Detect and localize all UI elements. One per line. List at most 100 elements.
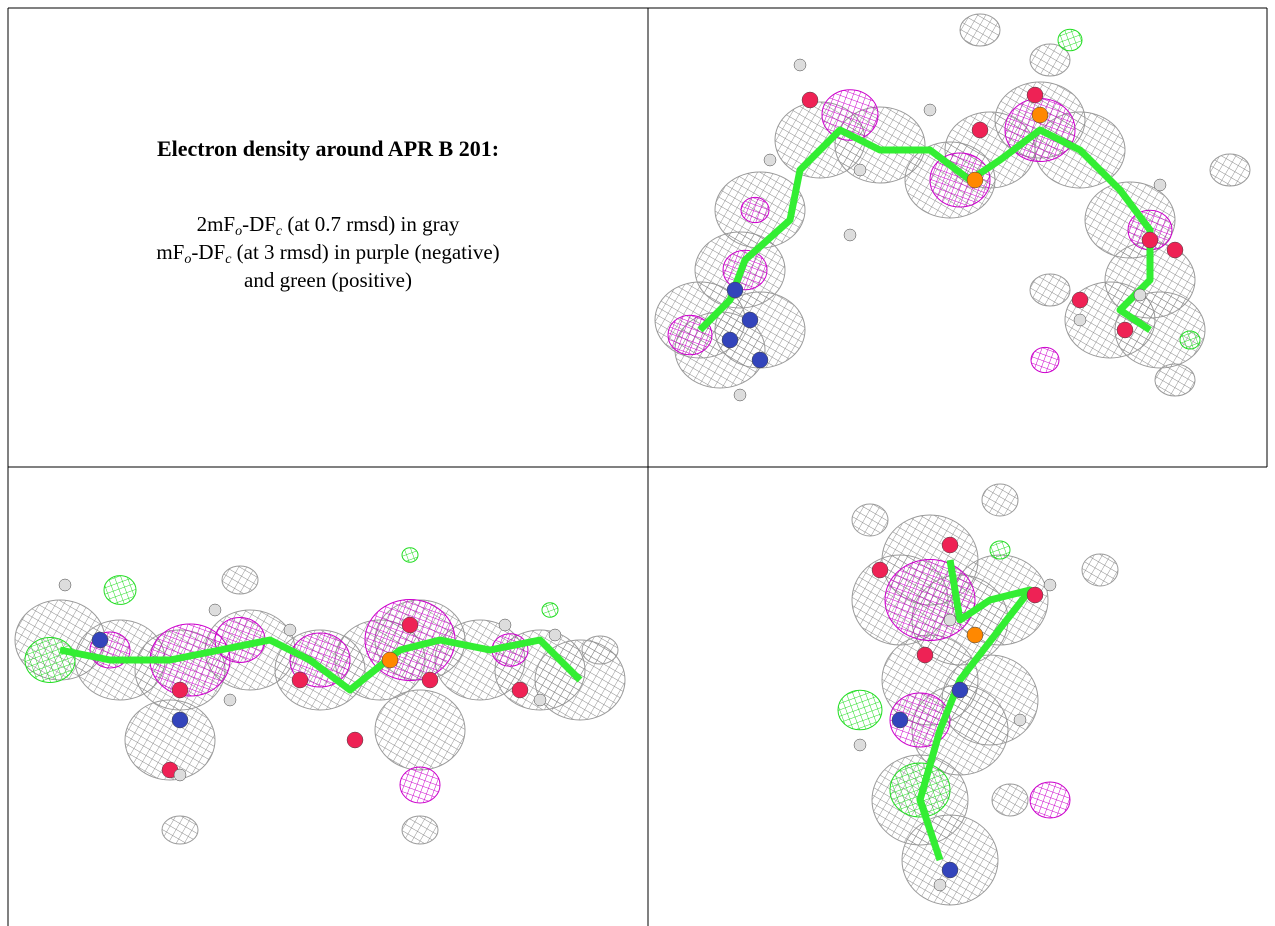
hydrogen (533, 693, 547, 707)
hydrogen (58, 578, 72, 592)
hydrogen (1133, 288, 1147, 302)
negative-mesh (1030, 346, 1060, 374)
phosphorus (1031, 106, 1049, 124)
negative-mesh (929, 152, 991, 208)
nitrogen (726, 281, 744, 299)
gray-mesh (1081, 553, 1119, 587)
oxygen (171, 681, 189, 699)
hydrogen (763, 153, 777, 167)
gray-mesh (1029, 43, 1071, 77)
positive-mesh (401, 547, 419, 563)
text-run: (at 0.7 rmsd) in gray (282, 212, 460, 236)
oxygen (916, 646, 934, 664)
hydrogen (548, 628, 562, 642)
caption-line: mFo-DFc (at 3 rmsd) in purple (negative) (8, 238, 648, 267)
bond-chain (916, 559, 1034, 862)
positive-mesh (1057, 28, 1083, 52)
nitrogen (751, 351, 769, 369)
text-run: -DF (242, 212, 276, 236)
negative-mesh (821, 89, 879, 141)
hydrogen (283, 623, 297, 637)
caption-title: Electron density around APR B 201: (156, 136, 500, 161)
gray-mesh (161, 815, 199, 845)
subscript: c (225, 252, 232, 267)
hydrogen (853, 163, 867, 177)
gray-mesh (401, 815, 439, 845)
gray-mesh (851, 503, 889, 537)
gray-mesh (981, 483, 1019, 517)
subscript: c (275, 224, 283, 239)
phosphorus (381, 651, 399, 669)
positive-mesh (1179, 330, 1201, 350)
hydrogen (223, 693, 237, 707)
gray-mesh (1209, 153, 1251, 187)
hydrogen (853, 738, 867, 752)
oxygen (971, 121, 989, 139)
negative-mesh (884, 559, 976, 641)
gray-mesh (581, 635, 619, 665)
hydrogen (498, 618, 512, 632)
oxygen (1141, 231, 1159, 249)
positive-mesh (989, 540, 1011, 560)
gray-mesh (124, 699, 216, 781)
hydrogen (208, 603, 222, 617)
nitrogen (941, 861, 959, 879)
negative-mesh (889, 692, 951, 748)
oxygen (1026, 86, 1044, 104)
text-run: (at 3 rmsd) in purple (negative) (231, 240, 500, 264)
negative-mesh (399, 766, 441, 804)
density-panels (14, 13, 1251, 906)
gray-mesh (901, 814, 999, 906)
nitrogen (891, 711, 909, 729)
negative-mesh (1029, 781, 1071, 819)
oxygen (801, 91, 819, 109)
bond-chain (59, 636, 583, 694)
oxygen (291, 671, 309, 689)
oxygen (401, 616, 419, 634)
hydrogen (943, 613, 957, 627)
oxygen (871, 561, 889, 579)
gray-mesh (959, 13, 1001, 47)
gray-mesh (1029, 273, 1071, 307)
caption-lines: 2mFo-DFc (at 0.7 rmsd) in gray mFo-DFc (a… (8, 210, 648, 294)
subscript: o (235, 224, 243, 239)
text-run: -DF (191, 240, 226, 264)
oxygen (346, 731, 364, 749)
nitrogen (741, 311, 759, 329)
phosphorus (966, 171, 984, 189)
hydrogen (1013, 713, 1027, 727)
positive-mesh (24, 637, 76, 683)
nitrogen (91, 631, 109, 649)
subscript: o (184, 252, 192, 267)
hydrogen (923, 103, 937, 117)
hydrogen (843, 228, 857, 242)
text-run: and green (positive) (244, 268, 412, 292)
oxygen (1116, 321, 1134, 339)
nitrogen (721, 331, 739, 349)
gray-mesh (941, 654, 1039, 746)
gray-mesh (991, 783, 1029, 817)
caption-line: 2mFo-DFc (at 0.7 rmsd) in gray (8, 210, 648, 239)
phosphorus (966, 626, 984, 644)
gray-mesh (1154, 363, 1196, 397)
negative-mesh (740, 196, 770, 224)
hydrogen (1043, 578, 1057, 592)
oxygen (1026, 586, 1044, 604)
nitrogen (171, 711, 189, 729)
oxygen (1071, 291, 1089, 309)
hydrogen (173, 768, 187, 782)
gray-mesh (374, 689, 466, 771)
oxygen (1166, 241, 1184, 259)
text-run: mF (156, 240, 185, 264)
oxygen (941, 536, 959, 554)
oxygen (511, 681, 529, 699)
positive-mesh (837, 689, 883, 731)
positive-mesh (541, 602, 559, 618)
hydrogen (733, 388, 747, 402)
caption-line: and green (positive) (8, 266, 648, 294)
hydrogen (1153, 178, 1167, 192)
hydrogen (933, 878, 947, 892)
gray-mesh (1114, 291, 1206, 369)
